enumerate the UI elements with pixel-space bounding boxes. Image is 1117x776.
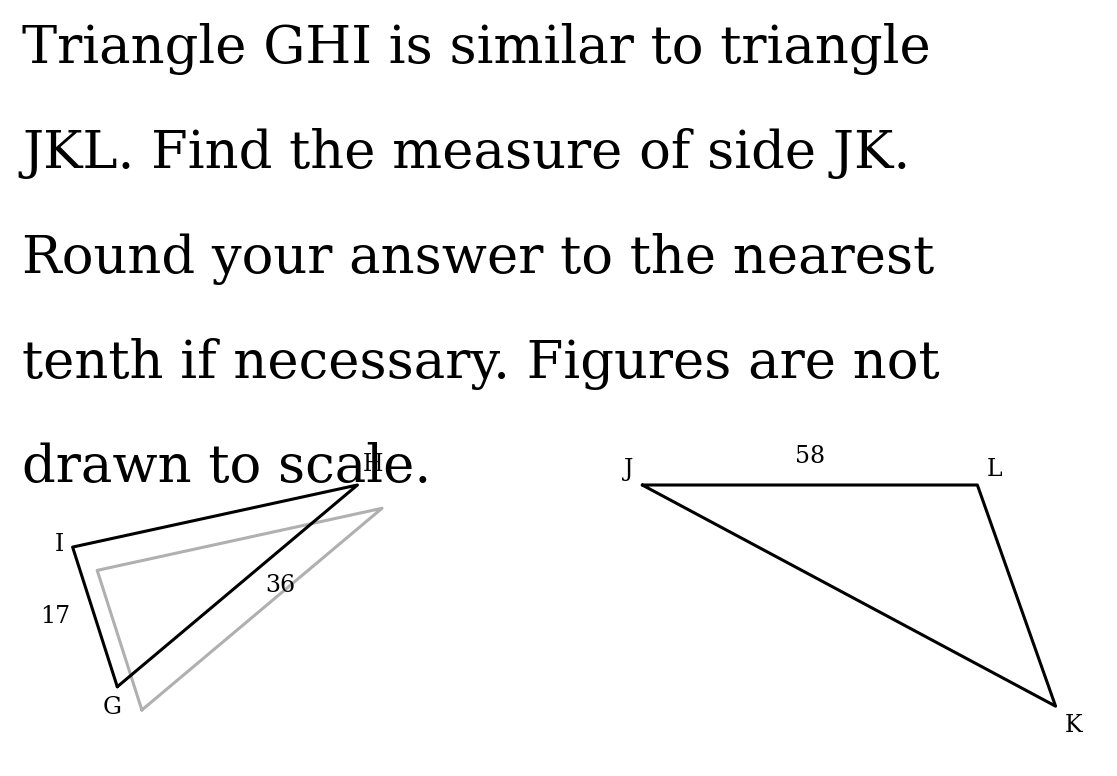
Text: 36: 36 xyxy=(265,574,295,598)
Text: I: I xyxy=(55,533,64,556)
Text: Round your answer to the nearest: Round your answer to the nearest xyxy=(22,233,935,285)
Text: L: L xyxy=(986,458,1002,481)
Text: 58: 58 xyxy=(795,445,824,468)
Text: J: J xyxy=(623,458,633,481)
Text: Triangle GHI is similar to triangle: Triangle GHI is similar to triangle xyxy=(22,23,932,75)
Text: JKL. Find the measure of side JK.: JKL. Find the measure of side JK. xyxy=(22,128,910,179)
Text: K: K xyxy=(1065,714,1082,737)
Text: 17: 17 xyxy=(40,605,70,629)
Text: drawn to scale.: drawn to scale. xyxy=(22,442,431,494)
Text: H: H xyxy=(363,452,383,476)
Text: G: G xyxy=(102,696,122,719)
Text: tenth if necessary. Figures are not: tenth if necessary. Figures are not xyxy=(22,338,941,390)
